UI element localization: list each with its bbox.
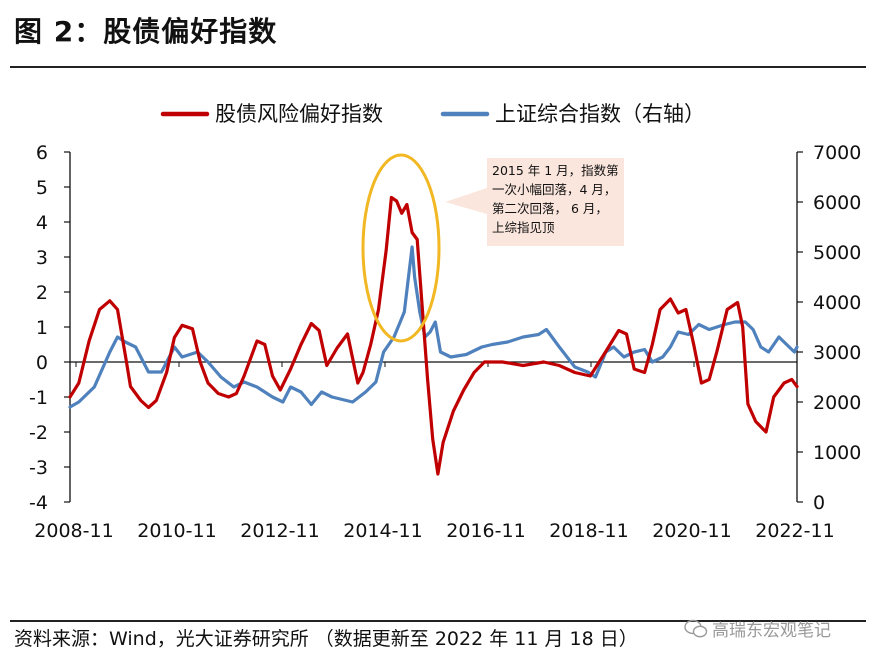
left-tick-label: 2	[36, 282, 48, 304]
left-tick-label: -4	[29, 492, 48, 514]
legend-label: 上证综合指数（右轴）	[495, 102, 705, 126]
x-tick-label: 2022-11	[755, 520, 834, 542]
x-tick-label: 2018-11	[549, 520, 628, 542]
annotation-callout	[445, 158, 624, 246]
source-note: 资料来源：Wind，光大证券研究所 （数据更新至 2022 年 11 月 18 …	[14, 628, 638, 650]
left-tick-label: 4	[36, 212, 48, 234]
right-tick-label: 0	[813, 492, 825, 514]
right-tick-label: 1000	[813, 442, 861, 464]
left-tick-label: 5	[36, 177, 48, 199]
left-tick-label: -3	[29, 457, 48, 479]
series-group	[68, 195, 799, 476]
x-tick-label: 2010-11	[137, 520, 216, 542]
x-tick-label: 2008-11	[34, 520, 113, 542]
bottom-divider	[10, 620, 866, 622]
watermark-text: 高瑞东宏观笔记	[712, 621, 831, 641]
watermark: 高瑞东宏观笔记	[684, 616, 831, 641]
annotation-line: 一次小幅回落，4 月，	[492, 182, 616, 197]
left-tick-label: 0	[36, 352, 48, 374]
left-tick-label: 1	[36, 317, 48, 339]
wechat-icon	[684, 619, 708, 637]
annotation-line: 上综指见顶	[492, 220, 555, 235]
left-tick-label: 6	[36, 142, 48, 164]
left-tick-label: -1	[29, 387, 48, 409]
x-tick-label: 2020-11	[652, 520, 731, 542]
annotation-line: 第二次回落， 6 月，	[492, 201, 608, 216]
right-tick-label: 2000	[813, 392, 861, 414]
x-tick-label: 2014-11	[343, 520, 422, 542]
axes: -4 -3 -2 -1 0 1 2 3 4 5 6 0 1000 2000 3000 4000 5000 6000…	[29, 142, 861, 542]
left-tick-label: 3	[36, 247, 48, 269]
right-tick-label: 7000	[813, 142, 861, 164]
right-tick-label: 5000	[813, 242, 861, 264]
left-tick-label: -2	[29, 422, 48, 444]
series-line-shanghai-composite	[68, 245, 799, 409]
x-tick-label: 2012-11	[240, 520, 319, 542]
top-divider	[10, 66, 866, 68]
annotation-line: 2015 年 1 月，指数第	[492, 163, 619, 178]
right-tick-label: 3000	[813, 342, 861, 364]
figure-title: 图 2：股债偏好指数	[14, 15, 278, 48]
legend: 股债风险偏好指数 上证综合指数（右轴）	[160, 102, 705, 126]
series-line-risk-preference-index	[68, 195, 799, 476]
legend-label: 股债风险偏好指数	[215, 102, 383, 126]
right-tick-label: 4000	[813, 292, 861, 314]
right-tick-label: 6000	[813, 192, 861, 214]
highlight-ellipse	[361, 153, 441, 343]
x-tick-label: 2016-11	[446, 520, 525, 542]
